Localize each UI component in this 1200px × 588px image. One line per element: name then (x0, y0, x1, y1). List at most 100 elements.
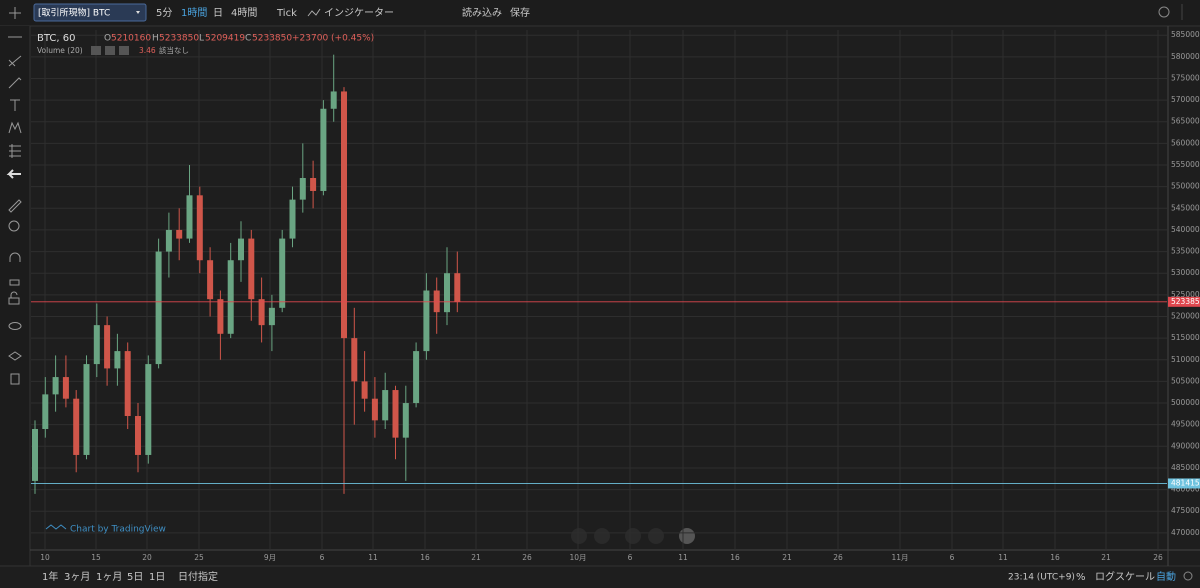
price-label-bg (1168, 296, 1200, 307)
candle-body (444, 273, 450, 313)
watermark: Chart by TradingView (70, 525, 166, 535)
measure-tool[interactable] (8, 199, 22, 213)
watermark-logo (45, 524, 67, 530)
auto-button[interactable]: 自動 (1156, 570, 1176, 583)
x-tick-label: 10月 (569, 553, 586, 562)
x-tick-label: 26 (1153, 553, 1163, 562)
y-tick-label: 5150000 (1171, 333, 1200, 342)
range-button[interactable]: 5日 (127, 572, 143, 583)
y-tick-label: 5850000 (1171, 30, 1200, 39)
x-tick-label: 11 (998, 553, 1008, 562)
price-label: 4814150 (1171, 478, 1200, 487)
projection-tool[interactable] (9, 144, 21, 158)
candle-body (258, 299, 265, 326)
candle-body (196, 195, 203, 261)
crosshair-tool[interactable] (9, 7, 21, 19)
scroll-left[interactable] (625, 528, 641, 544)
y-tick-label: 5600000 (1171, 138, 1200, 147)
x-tick-label: 20 (142, 553, 152, 562)
tool-icons (6, 7, 22, 385)
fib-tool[interactable] (8, 55, 22, 67)
interval[interactable]: 4時間 (231, 7, 257, 19)
interval-active[interactable]: 1時間 (181, 7, 207, 19)
candle-body (32, 428, 38, 481)
pattern-tool[interactable] (8, 121, 22, 134)
x-tick-label: 21 (1101, 553, 1111, 562)
settings-icon[interactable] (1158, 6, 1170, 18)
y-tick-label: 5300000 (1171, 268, 1200, 277)
y-tick-label: 5250000 (1171, 290, 1200, 299)
price-label-bg (1168, 478, 1200, 489)
reset[interactable] (679, 528, 695, 544)
load-button[interactable]: 読み込み (462, 6, 502, 19)
volume-label: Volume (20) (37, 46, 83, 55)
volume-note: 該当なし (159, 45, 189, 55)
settings-icon[interactable] (1183, 571, 1193, 581)
legend-label: C (245, 34, 251, 44)
candle-body (299, 178, 306, 200)
brush-tool[interactable] (8, 77, 22, 89)
candle-body (52, 377, 59, 395)
indicators-button[interactable]: インジケーター (324, 7, 394, 19)
y-tick-label: 5750000 (1171, 73, 1200, 82)
candle-body (402, 403, 409, 438)
candle-body (351, 338, 358, 382)
candle-body (320, 108, 327, 191)
interval[interactable]: Tick (276, 8, 297, 19)
trash-tool[interactable] (10, 373, 20, 385)
x-tick-label: 6 (950, 553, 955, 562)
log-scale-button[interactable]: ログスケール (1095, 570, 1155, 583)
interval[interactable]: 5分 (156, 7, 172, 19)
settings-icon[interactable] (91, 46, 101, 55)
candle-body (145, 364, 152, 455)
candle-body (165, 229, 172, 252)
volume-value: 3.46 (139, 46, 156, 55)
back-tool[interactable] (6, 169, 21, 179)
range-button[interactable]: 1日 (149, 572, 165, 583)
layers-tool[interactable] (8, 351, 22, 361)
lock-all-tool[interactable] (8, 291, 20, 305)
legend-change: +23700 (+0.45%) (292, 34, 374, 44)
magnet-tool[interactable] (9, 252, 21, 262)
candle-body (217, 299, 224, 334)
zoom-in[interactable] (594, 528, 610, 544)
y-tick-label: 4800000 (1171, 485, 1200, 494)
y-tick-label: 4950000 (1171, 420, 1200, 429)
y-tick-label: 5650000 (1171, 117, 1200, 126)
range-button[interactable]: 3ヶ月 (64, 571, 90, 583)
x-tick-label: 21 (782, 553, 792, 562)
scroll-right[interactable] (648, 528, 664, 544)
remove-icon[interactable] (119, 46, 129, 55)
y-tick-label: 5550000 (1171, 160, 1200, 169)
visibility-tool[interactable] (8, 322, 22, 330)
legend-value: 5210160 (111, 34, 151, 44)
zoom-out[interactable] (571, 528, 587, 544)
text-tool[interactable] (10, 99, 20, 111)
candle-body (423, 290, 430, 352)
candle-body (104, 325, 111, 369)
range-button[interactable]: 1ヶ月 (96, 571, 122, 583)
candle-body (392, 390, 399, 438)
save-button[interactable]: 保存 (510, 6, 530, 19)
legend-symbol: BTC, 60 (37, 33, 75, 44)
candle-body (186, 195, 193, 239)
symbol[interactable]: [取引所現物] BTC (38, 7, 110, 19)
plot: 4700000 4750000 4800000 4850000 4900000 49500… (31, 30, 1200, 562)
zoom-tool[interactable] (8, 220, 20, 232)
legend-label: L (199, 34, 204, 44)
interval[interactable]: 日 (213, 8, 223, 19)
range-button[interactable]: 1年 (42, 570, 58, 583)
x-tick-label: 16 (1050, 553, 1060, 562)
x-tick-label: 10 (40, 553, 50, 562)
percent-button[interactable]: % (1076, 572, 1086, 583)
candle-body (248, 238, 255, 300)
hide-icon[interactable] (105, 46, 115, 55)
candle-body (382, 390, 389, 421)
price-label: 5233850 (1171, 297, 1200, 306)
goto-date-button[interactable]: 日付指定 (178, 570, 218, 583)
lock-tool[interactable] (9, 279, 20, 286)
symbol-box[interactable] (33, 3, 147, 22)
